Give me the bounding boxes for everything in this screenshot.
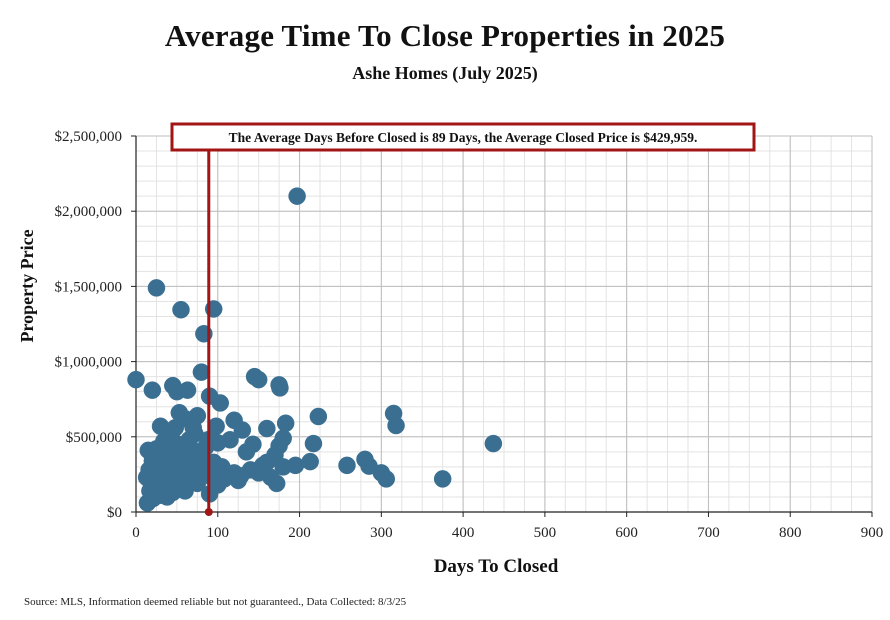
chart-subtitle: Ashe Homes (July 2025) [352, 63, 538, 83]
x-tick-label: 200 [288, 525, 311, 541]
data-point [271, 379, 289, 397]
data-point [304, 434, 323, 453]
data-point [170, 403, 189, 422]
data-point [360, 457, 378, 475]
x-tick-label: 400 [452, 525, 475, 541]
data-point [233, 421, 252, 439]
data-point [262, 468, 280, 487]
x-tick-label: 900 [861, 525, 884, 541]
annotation-text: The Average Days Before Closed is 89 Day… [229, 130, 698, 145]
chart-title: Average Time To Close Properties in 2025 [164, 18, 726, 53]
y-tick-label: $0 [107, 505, 122, 521]
data-point [139, 441, 158, 460]
source-note: Source: MLS, Information deemed reliable… [24, 596, 407, 608]
data-point [166, 473, 185, 491]
data-point [484, 434, 503, 453]
average-days-marker [204, 508, 213, 516]
data-point [143, 381, 162, 399]
data-point [258, 419, 276, 438]
data-point [301, 452, 319, 471]
x-tick-label: 300 [370, 525, 393, 541]
x-axis-title: Days To Closed [434, 556, 559, 577]
data-point [231, 467, 250, 485]
data-point [138, 494, 157, 512]
data-point [211, 394, 229, 412]
average-marker: The Average Days Before Closed is 89 Day… [170, 122, 756, 516]
data-point [387, 416, 405, 435]
x-tick-label: 100 [207, 525, 230, 541]
data-point [288, 187, 306, 205]
data-point [276, 414, 295, 433]
y-axis-title: Property Price [17, 229, 37, 342]
data-point [237, 443, 256, 461]
x-tick-label: 500 [534, 525, 557, 541]
y-tick-label: $1,500,000 [55, 279, 123, 295]
y-tick-label: $2,000,000 [55, 204, 123, 220]
data-point [274, 458, 292, 476]
annotation-box [170, 122, 756, 152]
data-point [338, 456, 356, 475]
x-tick-label: 0 [132, 525, 140, 541]
y-tick-label: $500,000 [66, 430, 122, 446]
axes [131, 135, 873, 517]
data-point [147, 279, 166, 297]
data-points [127, 187, 503, 512]
y-tick-label: $1,000,000 [55, 355, 123, 371]
data-point [172, 300, 190, 319]
data-point [433, 470, 452, 488]
data-point [215, 470, 234, 488]
x-tick-label: 600 [615, 525, 638, 541]
y-tick-label: $2,500,000 [55, 129, 123, 145]
data-point [178, 381, 197, 399]
data-point [127, 370, 145, 389]
data-point [377, 470, 395, 488]
data-point [249, 370, 268, 389]
data-point [158, 488, 176, 506]
x-tick-label: 800 [779, 525, 802, 541]
x-tick-label: 700 [697, 525, 720, 541]
axis-labels: 0 100 200 300 400 500 600 700 800 900 $0 $500,000 $1… [17, 129, 883, 577]
data-point [151, 417, 170, 436]
data-point [309, 407, 328, 426]
